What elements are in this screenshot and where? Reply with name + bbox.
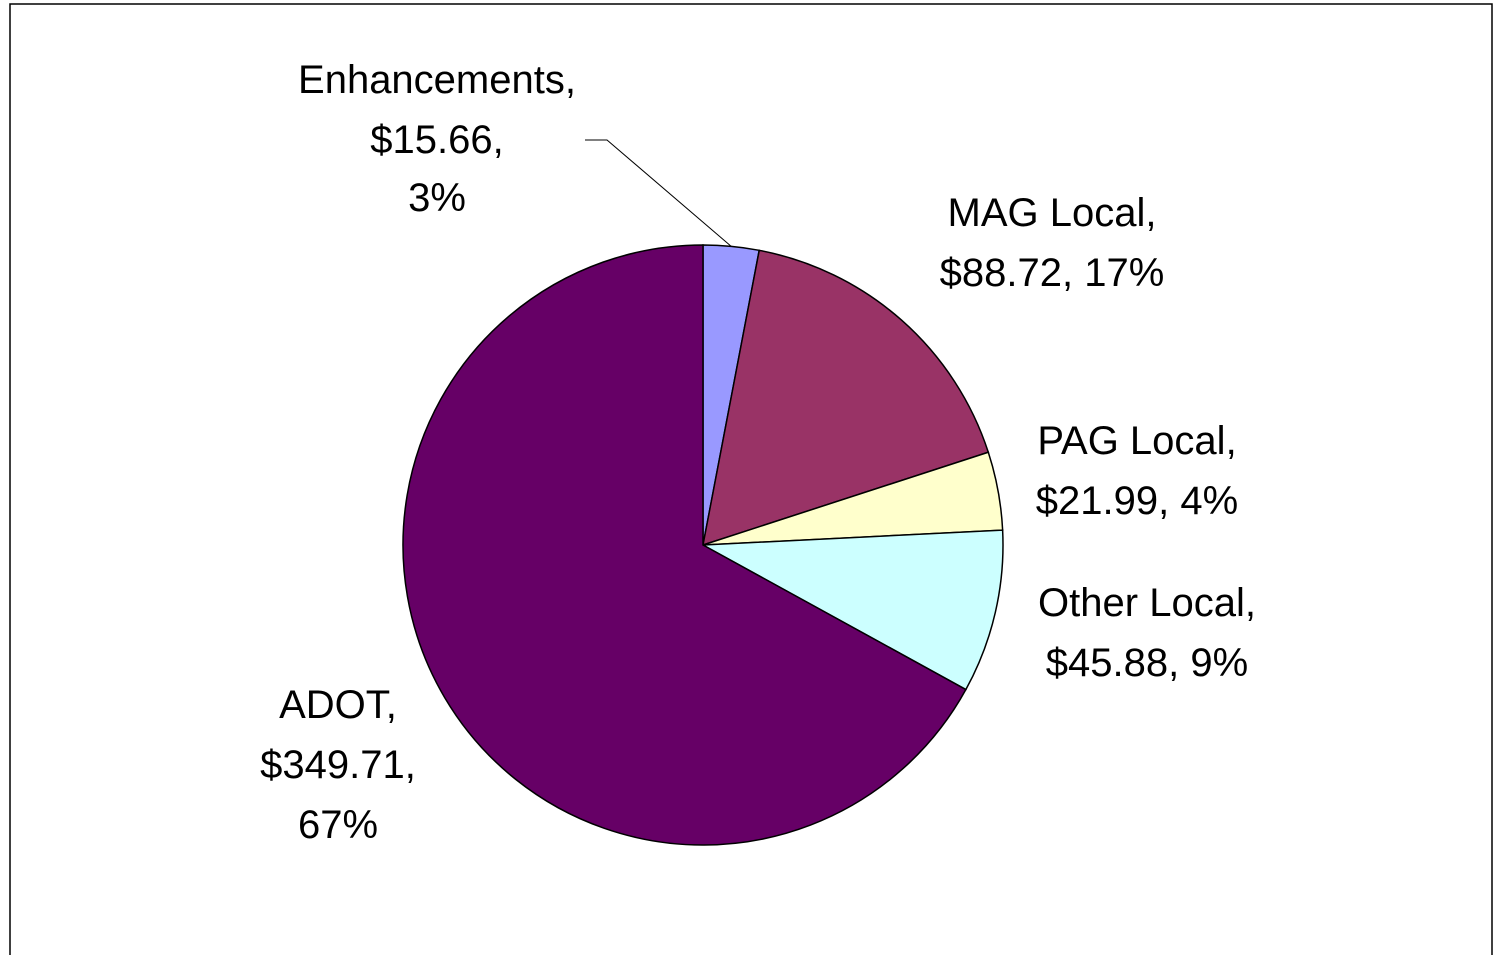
label-separator: , xyxy=(1145,191,1156,235)
label-category: PAG Local xyxy=(1037,419,1225,463)
data-label: $88.72, 17% xyxy=(940,251,1165,295)
label-category: MAG Local xyxy=(948,191,1146,235)
label-separator: , xyxy=(405,743,416,787)
label-percent: 3% xyxy=(408,176,466,220)
label-separator: , xyxy=(493,118,504,162)
data-label: $349.71, xyxy=(260,743,416,787)
data-label: $45.88, 9% xyxy=(1046,641,1248,685)
pie-slice xyxy=(700,529,1004,691)
label-percent: 67% xyxy=(298,803,378,847)
label-category: Other Local xyxy=(1038,581,1245,625)
data-label: 3% xyxy=(408,176,466,220)
pie-slice xyxy=(702,249,990,547)
data-label: PAG Local, xyxy=(1037,419,1236,463)
label-separator: , xyxy=(1168,641,1190,685)
data-label: Enhancements, xyxy=(298,58,576,102)
label-value: $15.66 xyxy=(370,118,492,162)
data-label: $15.66, xyxy=(370,118,503,162)
data-label: MAG Local, xyxy=(948,191,1157,235)
data-label: ADOT, xyxy=(279,683,397,727)
label-value: $349.71 xyxy=(260,743,405,787)
label-value: $88.72 xyxy=(940,251,1062,295)
label-value: $45.88 xyxy=(1046,641,1168,685)
label-percent: 17% xyxy=(1084,251,1164,295)
label-value: $21.99 xyxy=(1036,479,1158,523)
label-percent: 4% xyxy=(1180,479,1238,523)
data-label: 67% xyxy=(298,803,378,847)
label-separator: , xyxy=(1226,419,1237,463)
label-separator: , xyxy=(565,58,576,102)
pie-slice xyxy=(402,244,967,846)
label-category: ADOT xyxy=(279,683,390,727)
data-label: $21.99, 4% xyxy=(1036,479,1238,523)
label-separator: , xyxy=(1245,581,1256,625)
label-separator: , xyxy=(1158,479,1180,523)
data-label: Other Local, xyxy=(1038,581,1256,625)
leader-line xyxy=(585,139,732,247)
label-percent: 9% xyxy=(1190,641,1248,685)
label-separator: , xyxy=(1062,251,1084,295)
label-separator: , xyxy=(386,683,397,727)
label-category: Enhancements xyxy=(298,58,565,102)
